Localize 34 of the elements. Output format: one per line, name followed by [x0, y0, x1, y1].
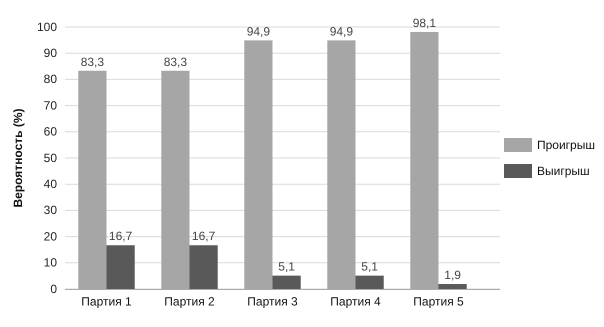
text: 1,9: [444, 268, 461, 282]
text: 5,1: [361, 260, 378, 274]
bar: [106, 245, 135, 289]
y-tick-label: 90: [44, 46, 58, 60]
x-tick-label: Партия 1: [81, 294, 132, 309]
y-tick-label: 100: [36, 20, 58, 34]
y-tick-label: 30: [44, 203, 58, 218]
bar: [438, 284, 467, 289]
x-tick-label: Партия 2: [164, 294, 216, 309]
bar: [356, 276, 384, 289]
bar: [272, 276, 301, 289]
y-tick-label: 20: [44, 229, 58, 244]
y-axis-title: Вероятность (%): [11, 108, 25, 208]
text: 98,1: [412, 16, 436, 30]
text: 83,3: [164, 54, 188, 69]
text: 83,3: [80, 54, 104, 69]
x-tick-label: Партия 4: [330, 294, 382, 309]
text: 94,9: [330, 24, 354, 38]
legend-label: Проигрыш: [537, 138, 595, 152]
y-tick-label: 50: [44, 150, 58, 165]
y-tick-label: 80: [44, 72, 58, 86]
text: 94,9: [246, 24, 270, 38]
x-tick-label: Партия 5: [413, 294, 464, 309]
y-tick-label: 40: [44, 177, 58, 192]
bar: [190, 245, 218, 289]
text: 16,7: [192, 229, 216, 244]
y-tick-label: 10: [44, 256, 58, 270]
y-tick-label: 70: [44, 98, 58, 112]
y-tick-label: 0: [50, 282, 58, 296]
text: 5,1: [278, 260, 295, 274]
text: 16,7: [108, 229, 132, 244]
y-tick-label: 60: [44, 124, 58, 139]
legend-label: Выигрыш: [537, 164, 590, 178]
x-tick-label: Партия 3: [247, 294, 298, 309]
